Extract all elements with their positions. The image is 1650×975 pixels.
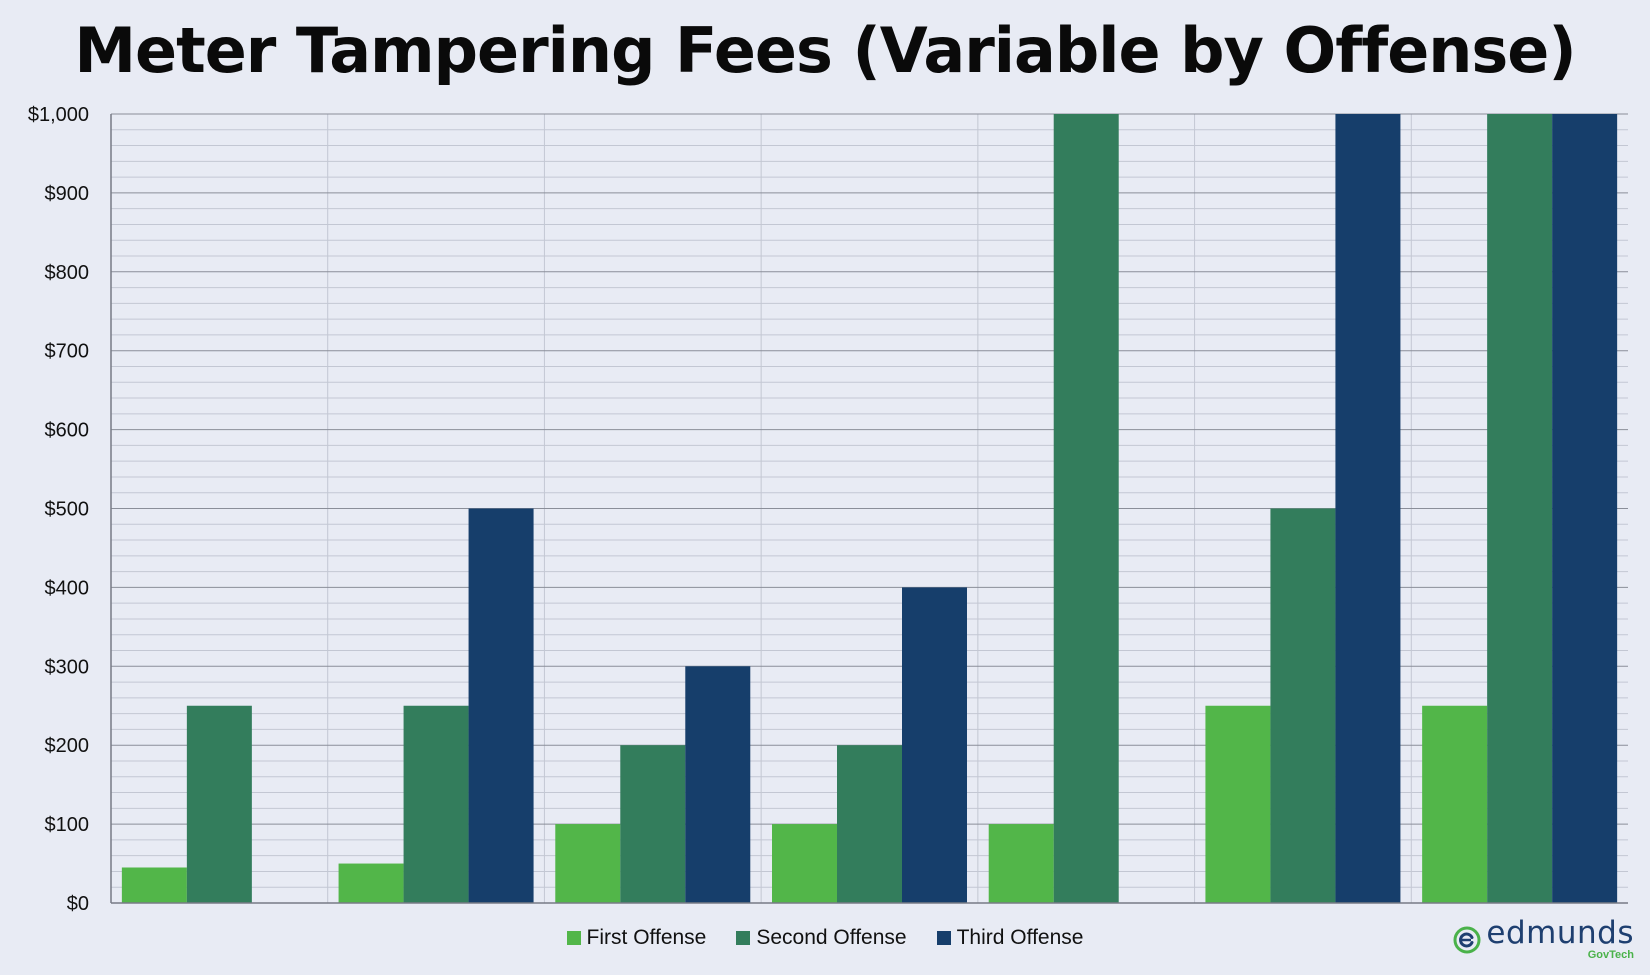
bar-second-offense — [620, 745, 686, 903]
edmunds-e-logo-icon — [1453, 926, 1481, 953]
legend-item: Second Offense — [736, 926, 907, 950]
y-tick-label: $0 — [67, 893, 89, 915]
y-tick-label: $700 — [45, 341, 90, 363]
y-tick-label: $900 — [45, 183, 90, 205]
bar-second-offense — [1270, 508, 1336, 903]
bar-third-offense — [902, 587, 967, 903]
bar-first-offense — [1422, 705, 1488, 903]
bar-first-offense — [121, 867, 187, 903]
bar-second-offense — [1053, 114, 1119, 903]
logo-subtitle: GovTech — [1587, 949, 1634, 961]
chart-legend: First Offense Second Offense Third Offense — [0, 926, 1650, 950]
y-tick-label: $200 — [45, 735, 90, 757]
edmunds-govtech-logo: edmunds GovTech — [1452, 918, 1634, 961]
bar-first-offense — [1205, 705, 1271, 903]
bar-first-offense — [338, 863, 404, 903]
y-tick-label: $600 — [45, 420, 90, 442]
logo-wordmark: edmunds — [1486, 915, 1634, 951]
y-tick-label: $500 — [45, 499, 90, 521]
y-axis-tick-labels: $0 $100 $200 $300 $400 $500 $600 $700 $800 $900 $1… — [28, 104, 89, 915]
y-tick-label: $100 — [45, 814, 90, 836]
bar-third-offense — [468, 508, 534, 903]
y-tick-label: $400 — [45, 577, 90, 599]
bar-second-offense — [1487, 114, 1553, 903]
legend-label: Third Offense — [956, 926, 1084, 949]
bar-third-offense — [1335, 114, 1401, 903]
legend-item: Third Offense — [936, 926, 1084, 950]
legend-item: First Offense — [566, 926, 707, 950]
y-tick-label: $300 — [45, 656, 90, 678]
chart-title: Meter Tampering Fees (Variable by Offens… — [74, 14, 1576, 87]
bar-third-offense — [685, 666, 751, 903]
bar-second-offense — [837, 745, 902, 903]
legend-label: First Offense — [586, 926, 707, 949]
bar-third-offense — [1552, 114, 1618, 903]
legend-swatch — [566, 931, 581, 945]
legend-swatch — [936, 931, 951, 945]
legend-label: Second Offense — [756, 926, 907, 949]
bars-group — [121, 114, 1618, 903]
bar-first-offense — [772, 824, 837, 903]
axes-group — [110, 114, 1628, 904]
bar-first-offense — [555, 824, 621, 903]
bar-second-offense — [403, 705, 469, 903]
bar-first-offense — [988, 824, 1054, 903]
bar-second-offense — [186, 705, 252, 903]
legend-swatch — [736, 931, 751, 945]
y-tick-label: $800 — [45, 262, 90, 284]
y-tick-label: $1,000 — [28, 104, 89, 126]
